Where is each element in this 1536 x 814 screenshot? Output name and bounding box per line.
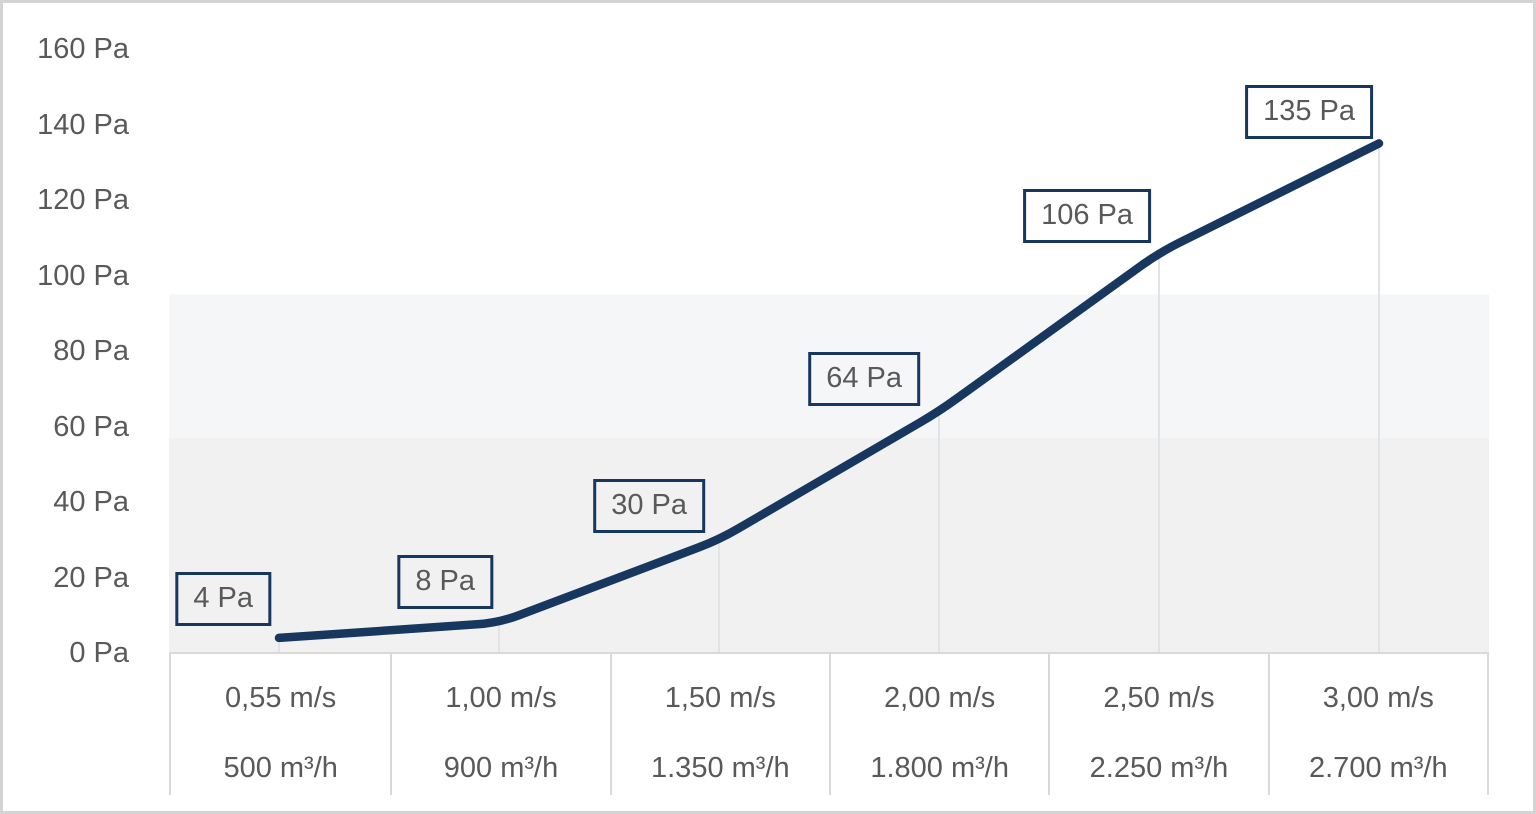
category-flow-label: 900 m³/h (443, 752, 559, 784)
category-flow-label: 2.250 m³/h (1089, 752, 1229, 784)
y-axis-tick-label: 140 Pa (37, 109, 129, 141)
category-velocity-label: 2,00 m/s (884, 682, 996, 714)
data-point-label: 8 Pa (397, 555, 493, 609)
plot-background-band (169, 294, 1489, 438)
y-axis-tick-label: 40 Pa (53, 486, 129, 518)
y-axis-tick-label: 20 Pa (53, 562, 129, 594)
category-velocity-label: 1,00 m/s (445, 682, 557, 714)
x-axis-category-cell: 0,55 m/s 500 m³/h (171, 653, 390, 795)
data-point-label: 4 Pa (175, 572, 271, 626)
category-flow-label: 500 m³/h (223, 752, 338, 784)
y-axis-labels: 0 Pa 20 Pa 40 Pa 60 Pa 80 Pa 100 Pa 120 Pa 140 … (3, 3, 1533, 811)
pressure-drop-line (274, 139, 1384, 643)
data-point-labels: 4 Pa 8 Pa 30 Pa 64 Pa 106 Pa 135 Pa (3, 3, 1533, 811)
y-axis-tick-label: 80 Pa (53, 335, 129, 367)
x-axis-category-cell: 2,00 m/s 1.800 m³/h (828, 653, 1048, 795)
y-axis-tick-label: 100 Pa (37, 260, 129, 292)
category-velocity-label: 2,50 m/s (1103, 682, 1215, 714)
category-flow-label: 1.800 m³/h (870, 752, 1009, 784)
data-point-label: 30 Pa (593, 479, 705, 533)
y-axis-tick-label: 60 Pa (53, 411, 129, 443)
x-axis-category-cell: 1,50 m/s 1.350 m³/h (609, 653, 829, 795)
x-axis-table: 0,55 m/s 500 m³/h 1,00 m/s 900 m³/h 1,50 m/s… (169, 653, 1489, 795)
data-point-label: 135 Pa (1245, 85, 1373, 139)
category-velocity-label: 1,50 m/s (664, 682, 776, 714)
x-axis-category-cell: 2,50 m/s 2.250 m³/h (1048, 653, 1267, 795)
data-point-label: 64 Pa (808, 352, 920, 406)
data-point-label: 106 Pa (1023, 189, 1151, 243)
category-velocity-label: 0,55 m/s (225, 682, 337, 714)
x-axis-category-cell: 3,00 m/s 2.700 m³/h (1267, 653, 1487, 795)
x-axis-category-cell: 1,00 m/s 900 m³/h (390, 653, 609, 795)
y-axis-tick-label: 160 Pa (37, 33, 129, 65)
y-axis-tick-label: 120 Pa (37, 184, 129, 216)
category-flow-label: 2.700 m³/h (1309, 752, 1448, 784)
y-axis-tick-label: 0 Pa (69, 637, 129, 669)
category-flow-label: 1.350 m³/h (651, 752, 790, 784)
category-velocity-label: 3,00 m/s (1322, 682, 1434, 714)
